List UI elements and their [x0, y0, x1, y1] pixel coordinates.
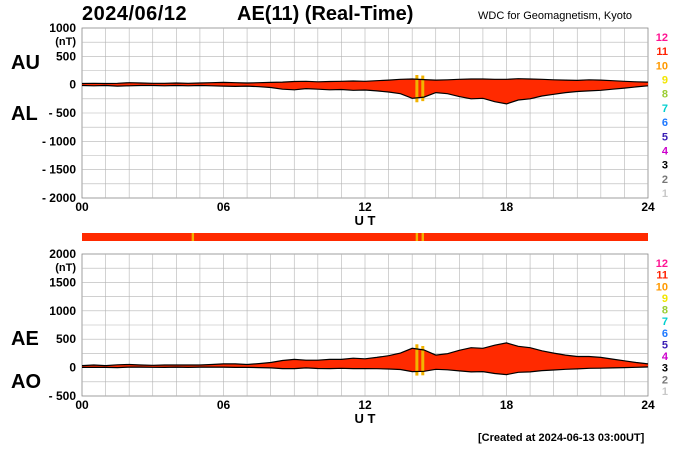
bottom-station-count-label: 10 — [656, 281, 668, 293]
top-station-count-label: 12 — [656, 32, 668, 44]
top-series-au-line — [81, 78, 649, 85]
station-coverage-bar — [82, 233, 648, 241]
bottom-ytick-label: 2000 — [49, 247, 76, 261]
top-series-al-line — [81, 84, 649, 105]
bottom-unit-label: (nT) — [55, 262, 76, 274]
ao-label: AO — [11, 371, 41, 393]
bottom-station-count-label: 8 — [662, 305, 668, 317]
station-coverage-highlight — [415, 233, 419, 241]
top-xaxis-label: U T — [355, 213, 376, 228]
top-station-count-label: 2 — [662, 174, 668, 186]
bottom-series-ae-line — [81, 342, 649, 367]
bottom-xtick-label: 18 — [500, 398, 514, 412]
bottom-xtick-label: 12 — [358, 398, 372, 412]
bottom-highlight-stripe — [421, 345, 425, 376]
chart-title: AE(11) (Real-Time) — [237, 3, 414, 25]
top-ytick-label: 1000 — [49, 21, 76, 35]
station-coverage-highlight — [421, 233, 424, 241]
top-ytick-label: - 500 — [49, 106, 77, 120]
top-station-count-label: 4 — [662, 145, 669, 157]
data-source: WDC for Geomagnetism, Kyoto — [478, 10, 633, 22]
bottom-station-count-label: 1 — [662, 386, 668, 398]
bottom-ytick-label: 1000 — [49, 304, 76, 318]
top-xtick-label: 06 — [217, 200, 231, 214]
top-ytick-label: - 1000 — [42, 134, 76, 148]
bottom-station-count-label: 5 — [662, 339, 668, 351]
ae-label: AE — [11, 328, 39, 350]
created-timestamp: [Created at 2024-06-13 03:00UT] — [478, 432, 645, 444]
top-xtick-label: 00 — [75, 200, 89, 214]
bottom-station-count-label: 2 — [662, 374, 668, 386]
top-ytick-label: - 2000 — [42, 191, 76, 205]
al-label: AL — [11, 103, 38, 125]
top-station-count-label: 5 — [662, 131, 668, 143]
top-unit-label: (nT) — [55, 36, 76, 48]
bottom-station-count-label: 4 — [662, 351, 669, 363]
top-station-count-label: 8 — [662, 89, 668, 101]
bottom-xaxis-label: U T — [355, 411, 376, 426]
top-highlight-stripe — [421, 75, 425, 102]
au-label: AU — [11, 52, 40, 74]
top-ytick-label: 500 — [56, 49, 76, 63]
top-ytick-label: - 1500 — [42, 163, 76, 177]
bottom-station-count-label: 11 — [656, 270, 668, 282]
chart-date: 2024/06/12 — [82, 3, 188, 25]
station-coverage-highlight — [191, 233, 195, 241]
top-station-count-label: 9 — [662, 75, 668, 87]
top-station-count-label: 6 — [662, 117, 668, 129]
top-station-count-label: 10 — [656, 60, 668, 72]
bottom-ytick-label: 1500 — [49, 275, 76, 289]
bottom-xtick-label: 06 — [217, 398, 231, 412]
bottom-series-ao-line — [82, 366, 649, 376]
bottom-xtick-label: 24 — [641, 398, 655, 412]
top-station-count-label: 7 — [662, 103, 668, 115]
top-panel: 1000 500 0 - 500 - 1000 - 1500 - 2000 (nT) 00 06 1… — [42, 21, 669, 228]
top-station-count-label: 3 — [662, 160, 668, 172]
bottom-station-count-label: 9 — [662, 293, 668, 305]
top-ytick-label: 0 — [69, 78, 76, 92]
top-highlight-stripe — [415, 75, 419, 103]
bottom-station-count-label: 3 — [662, 363, 668, 375]
bottom-xtick-label: 00 — [75, 398, 89, 412]
bottom-station-count-label: 12 — [656, 258, 668, 270]
bottom-ytick-label: 500 — [56, 332, 76, 346]
bottom-ytick-label: - 500 — [49, 389, 77, 403]
top-xtick-label: 18 — [500, 200, 514, 214]
top-station-count-label: 1 — [662, 188, 668, 200]
bottom-highlight-stripe — [415, 344, 419, 376]
top-xtick-label: 24 — [641, 200, 655, 214]
bottom-ytick-label: 0 — [69, 361, 76, 375]
top-station-count-label: 11 — [656, 46, 668, 58]
top-envelope-area — [82, 78, 648, 104]
top-xtick-label: 12 — [358, 200, 372, 214]
bottom-station-count-label: 7 — [662, 316, 668, 328]
bottom-station-count-label: 6 — [662, 328, 668, 340]
